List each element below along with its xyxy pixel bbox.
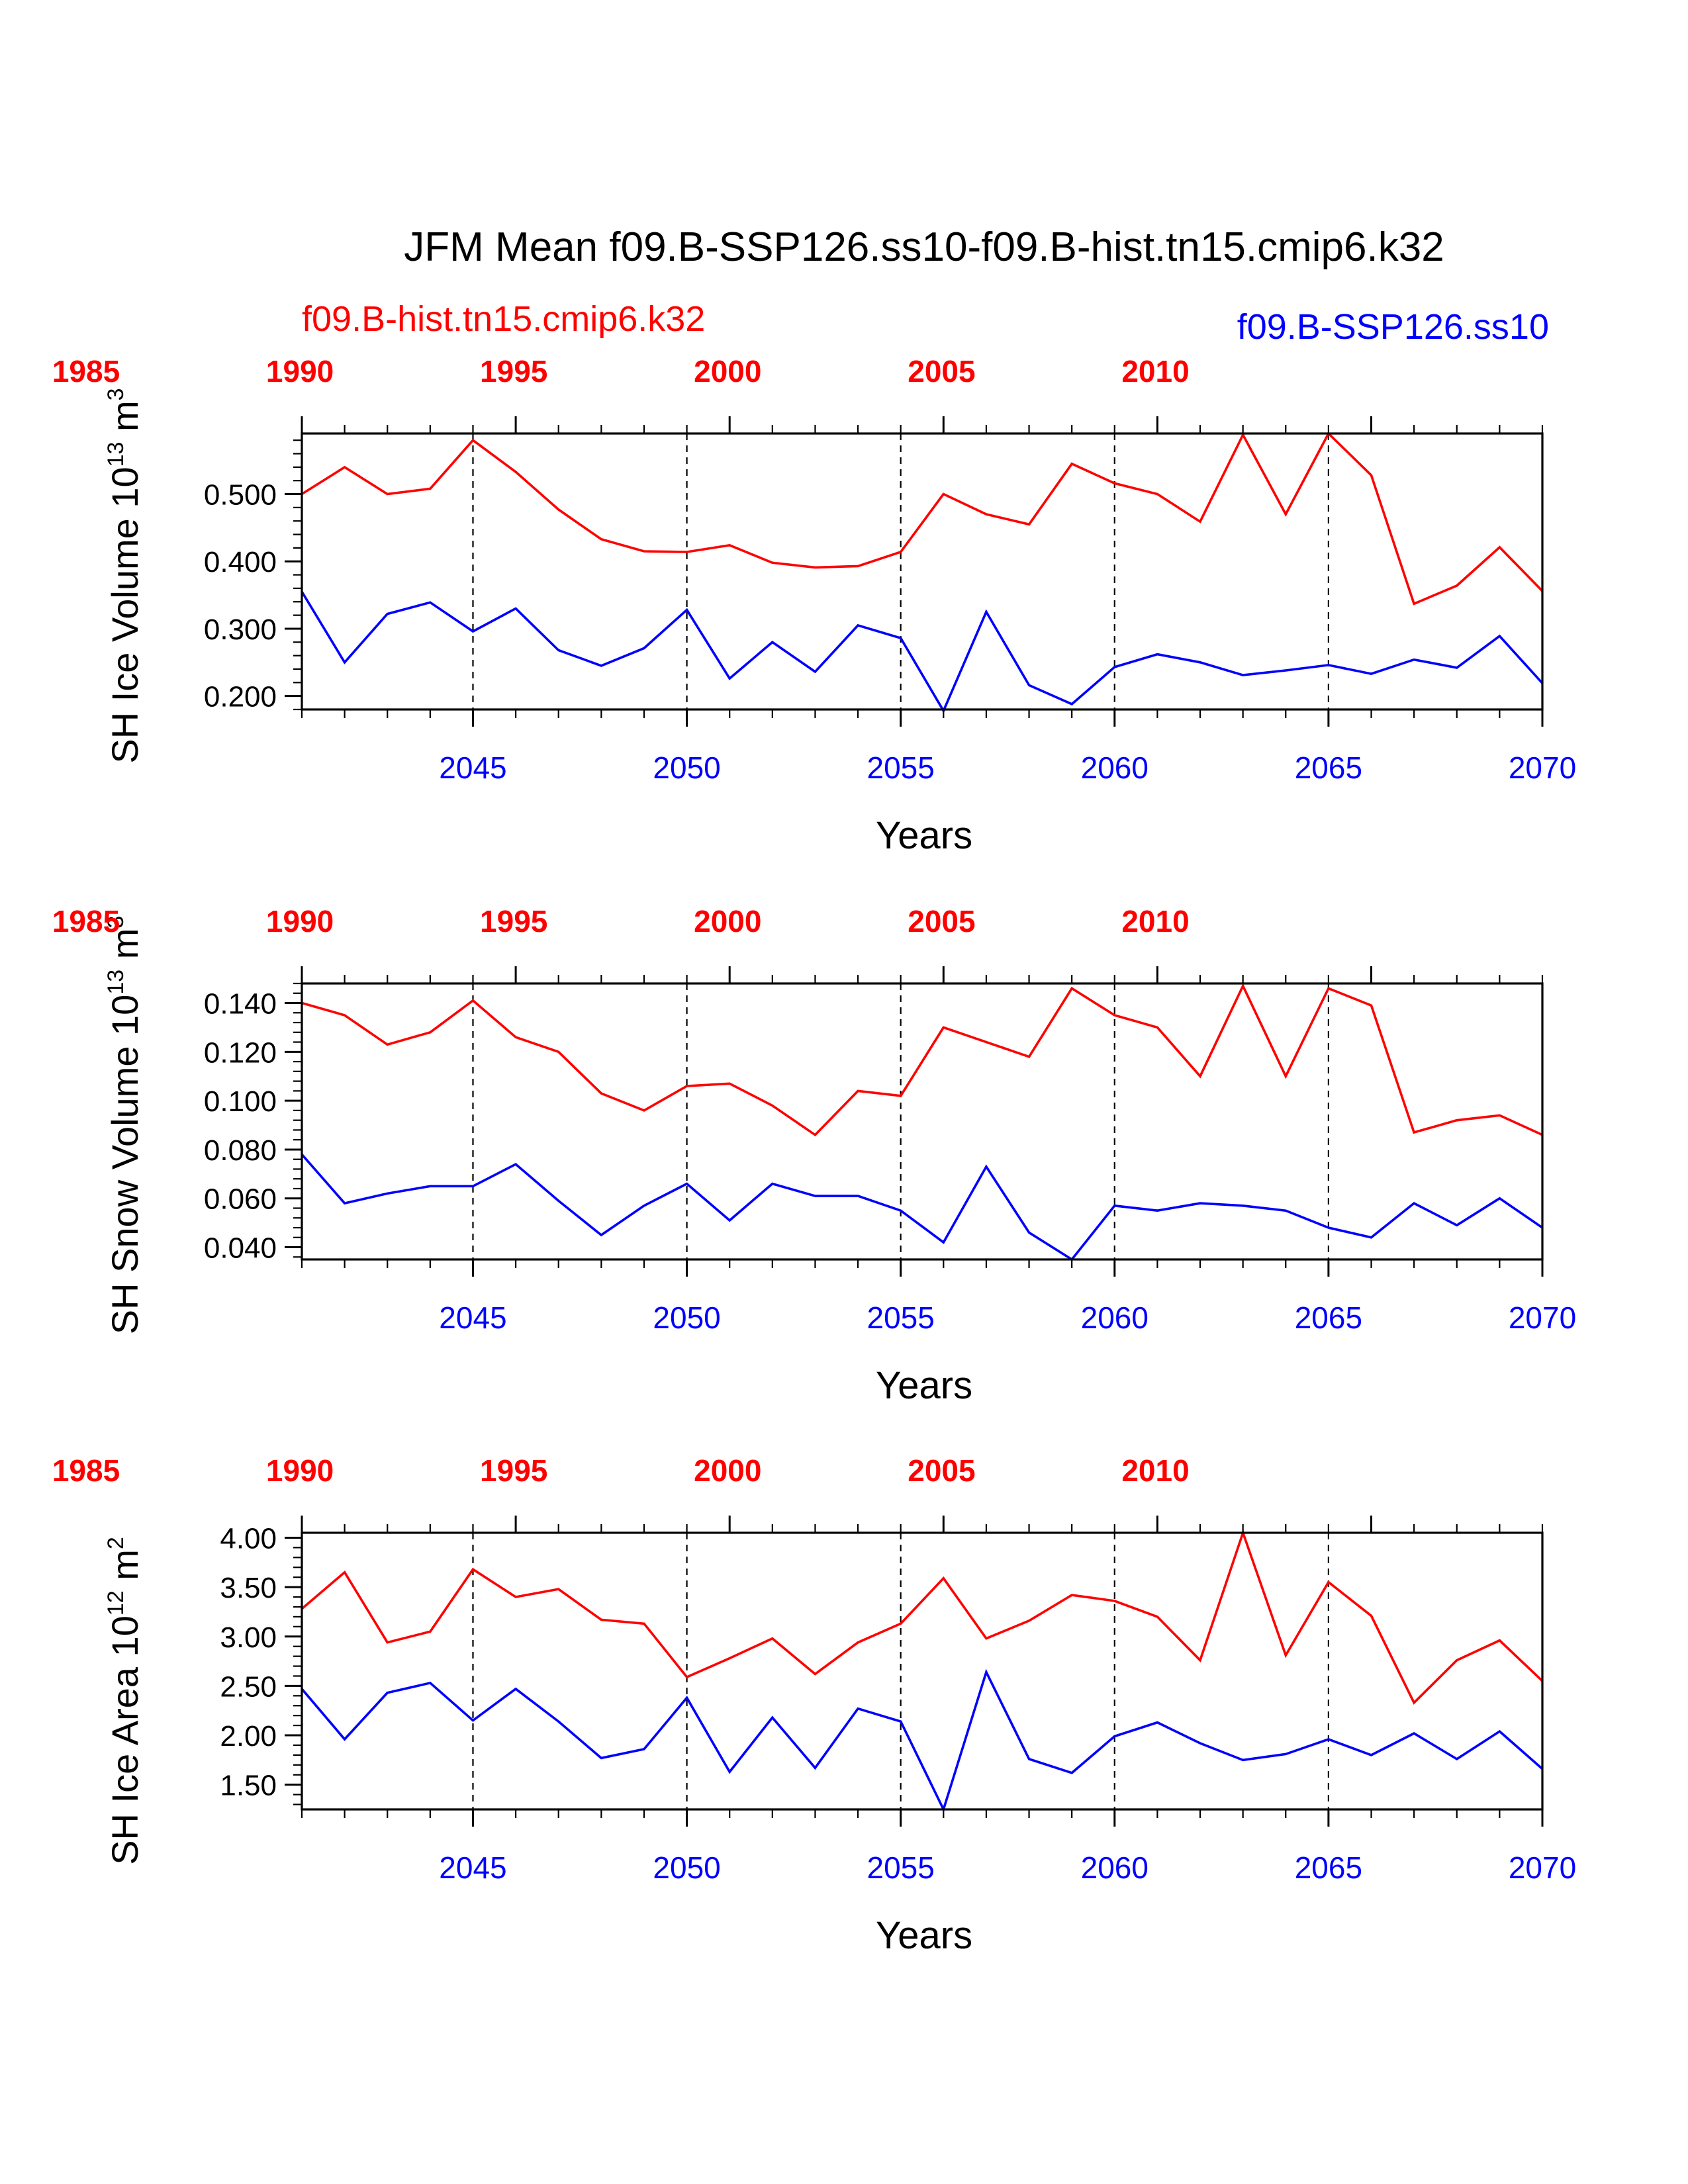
x-bottom-tick-label: 2065 — [1295, 751, 1362, 785]
series-line-ssp — [301, 591, 1544, 713]
x-top-tick-label: 2010 — [1121, 354, 1189, 388]
plot-frame — [301, 432, 1544, 711]
x-bottom-tick-label: 2070 — [1509, 751, 1576, 785]
y-axis-label: SH Ice Area 1012 m2 — [103, 1537, 146, 1865]
x-bottom-tick-label: 2055 — [867, 1300, 935, 1335]
x-top-tick-label: 2010 — [1121, 1453, 1189, 1488]
x-top-tick-label: 2005 — [908, 904, 975, 938]
x-bottom-tick-label: 2065 — [1295, 1850, 1362, 1885]
panel-snow-volume: SH Snow Volume 1013 m3 Years 0.040 0.060 0… — [52, 904, 1576, 1407]
y-tick-label: 3.00 — [220, 1621, 277, 1654]
y-tick-label: 0.200 — [204, 681, 277, 713]
x-bottom-tick-label: 2050 — [653, 751, 720, 785]
x-bottom-tick-label: 2045 — [439, 1850, 506, 1885]
y-tick-label: 1.50 — [220, 1770, 277, 1802]
y-tick-label: 0.040 — [204, 1232, 277, 1265]
y-tick-label: 2.00 — [220, 1720, 277, 1752]
x-bottom-tick-label: 2060 — [1081, 1300, 1149, 1335]
y-tick-label: 0.060 — [204, 1183, 277, 1216]
y-axis-label: SH Snow Volume 1013 m3 — [103, 916, 146, 1335]
y-tick-label: 2.50 — [220, 1670, 277, 1703]
y-axis-label: SH Ice Volume 1013 m3 — [103, 388, 146, 763]
x-top-tick-label: 1995 — [480, 354, 547, 388]
x-bottom-tick-label: 2055 — [867, 751, 935, 785]
y-tick-label: 0.080 — [204, 1134, 277, 1167]
x-axis-label: Years — [876, 814, 972, 857]
subtitle-ssp: f09.B-SSP126.ss10 — [1237, 307, 1549, 347]
x-bottom-tick-label: 2050 — [653, 1300, 720, 1335]
x-bottom-tick-label: 2065 — [1295, 1300, 1362, 1335]
chart-title: JFM Mean f09.B-SSP126.ss10-f09.B-hist.tn… — [404, 224, 1444, 270]
x-bottom-tick-label: 2070 — [1509, 1850, 1576, 1885]
x-top-tick-label: 2005 — [908, 1453, 975, 1488]
y-tick-label: 0.400 — [204, 546, 277, 578]
x-top-tick-label: 1990 — [266, 904, 334, 938]
x-top-tick-label: 2010 — [1121, 904, 1189, 938]
x-top-tick-label: 2000 — [694, 904, 761, 938]
x-top-tick-label: 2000 — [694, 1453, 761, 1488]
x-top-tick-label: 1990 — [266, 1453, 334, 1488]
plot-frame — [301, 1531, 1544, 1811]
panel-ice-area: SH Ice Area 1012 m2 Years 1.50 2.00 2.50 3.… — [52, 1453, 1576, 1957]
subtitle-hist: f09.B-hist.tn15.cmip6.k32 — [302, 299, 705, 339]
x-top-tick-label: 2000 — [694, 354, 761, 388]
y-tick-label: 0.500 — [204, 479, 277, 512]
series-line-ssp — [301, 1668, 1544, 1813]
x-bottom-tick-label: 2060 — [1081, 1850, 1149, 1885]
series-line-hist — [301, 1529, 1544, 1705]
x-axis-label: Years — [876, 1364, 972, 1407]
x-bottom-tick-label: 2055 — [867, 1850, 935, 1885]
x-top-tick-label: 1995 — [480, 904, 547, 938]
x-top-tick-label: 1985 — [52, 904, 120, 938]
y-tick-label: 4.00 — [220, 1522, 277, 1555]
x-bottom-tick-label: 2045 — [439, 751, 506, 785]
x-bottom-tick-label: 2070 — [1509, 1300, 1576, 1335]
x-bottom-tick-label: 2045 — [439, 1300, 506, 1335]
x-top-tick-label: 1985 — [52, 354, 120, 388]
y-tick-label: 0.300 — [204, 614, 277, 646]
y-tick-label: 0.120 — [204, 1036, 277, 1069]
y-tick-label: 0.100 — [204, 1085, 277, 1118]
x-axis-label: Years — [876, 1914, 972, 1957]
series-line-hist — [301, 983, 1543, 1137]
y-tick-label: 3.50 — [220, 1572, 277, 1604]
panel-ice-volume: SH Ice Volume 1013 m3 Years 0.200 0.300 0.… — [52, 354, 1576, 857]
plot-frame — [301, 982, 1544, 1261]
x-top-tick-label: 1985 — [52, 1453, 120, 1488]
x-top-tick-label: 1990 — [266, 354, 334, 388]
x-top-tick-label: 1995 — [480, 1453, 547, 1488]
x-bottom-tick-label: 2060 — [1081, 751, 1149, 785]
series-line-ssp — [301, 1154, 1544, 1261]
x-top-tick-label: 2005 — [908, 354, 975, 388]
series-line-hist — [301, 432, 1544, 606]
x-bottom-tick-label: 2050 — [653, 1850, 720, 1885]
y-tick-label: 0.140 — [204, 988, 277, 1021]
